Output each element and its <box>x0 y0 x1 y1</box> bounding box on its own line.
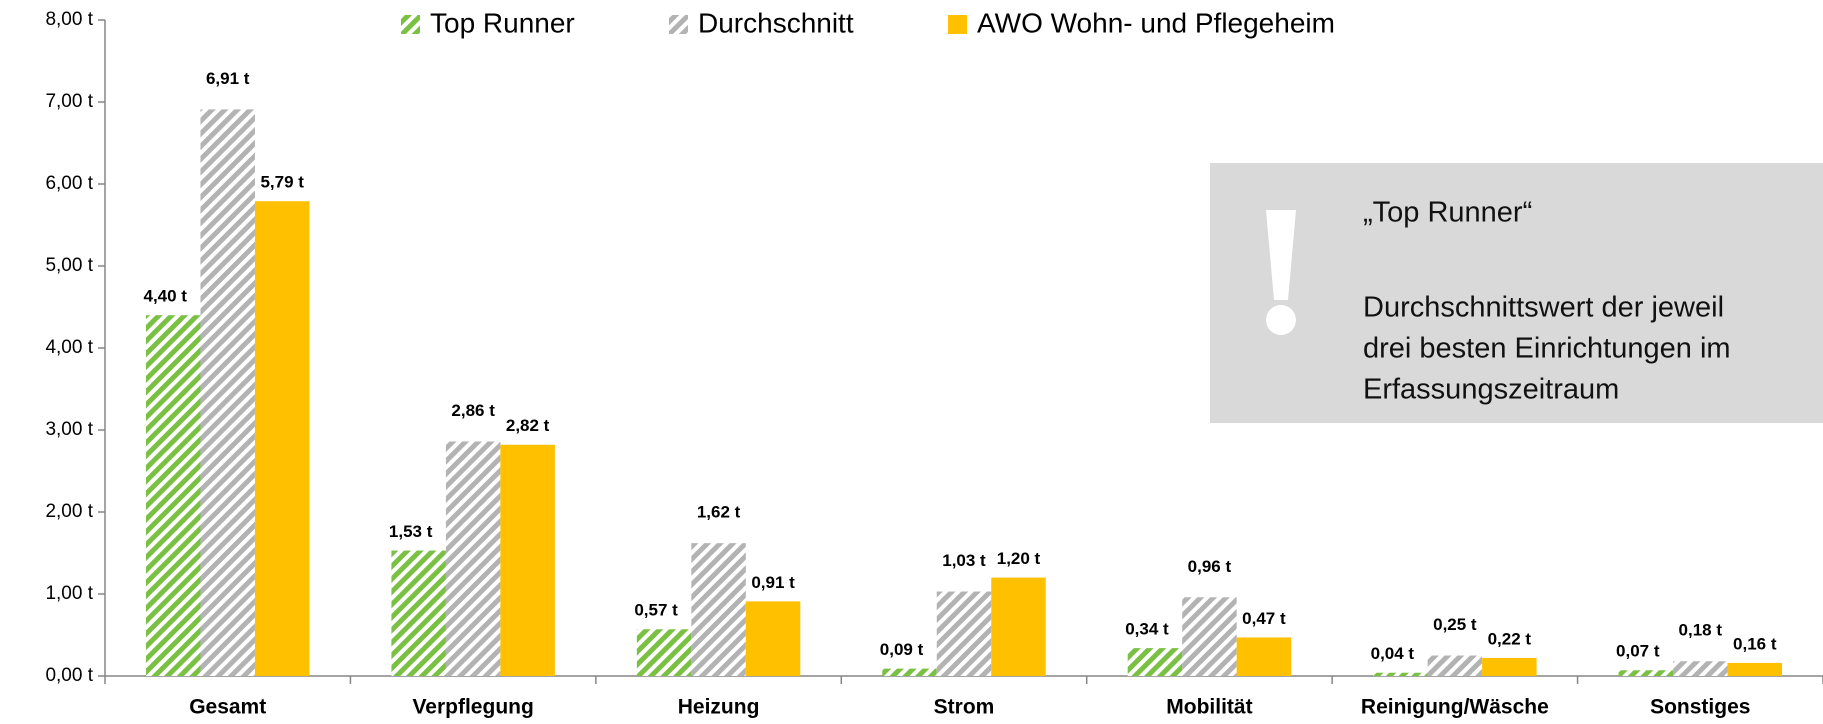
exclamation-icon <box>1266 210 1296 300</box>
bar <box>1182 597 1237 676</box>
value-label: 0,18 t <box>1679 621 1723 640</box>
y-tick-label: 7,00 t <box>45 91 93 112</box>
bar <box>991 577 1046 676</box>
legend-swatch <box>401 15 420 34</box>
value-label: 2,82 t <box>506 416 550 435</box>
value-label: 0,16 t <box>1733 634 1777 653</box>
value-label: 5,79 t <box>260 173 304 192</box>
x-tick-label: Reinigung/Wäsche <box>1361 696 1549 719</box>
bar <box>391 550 446 676</box>
y-tick-label: 6,00 t <box>45 173 93 194</box>
bar <box>1373 672 1428 676</box>
x-tick-label: Gesamt <box>189 696 266 719</box>
bar <box>1618 670 1674 676</box>
value-label: 0,91 t <box>751 573 795 592</box>
x-tick-label: Sonstiges <box>1650 696 1750 719</box>
bar <box>745 601 801 676</box>
value-label: 1,20 t <box>997 549 1041 568</box>
bar <box>1127 648 1183 676</box>
x-tick-label: Verpflegung <box>412 696 533 719</box>
x-tick-label: Strom <box>934 696 995 719</box>
callout: „Top Runner“ Durchschnittswert der jewei… <box>1210 163 1823 423</box>
value-label: 0,04 t <box>1371 644 1415 663</box>
y-tick-label: 2,00 t <box>45 501 93 522</box>
bar <box>936 591 992 676</box>
legend-swatch <box>948 15 967 34</box>
callout-line: drei besten Einrichtungen im <box>1363 333 1731 365</box>
bar <box>145 315 201 676</box>
value-label: 0,22 t <box>1488 629 1532 648</box>
y-tick-label: 3,00 t <box>45 419 93 440</box>
y-tick-label: 8,00 t <box>45 9 93 30</box>
value-label: 2,86 t <box>451 401 495 420</box>
x-tick-label: Heizung <box>678 696 760 719</box>
value-label: 4,40 t <box>143 287 187 306</box>
bar <box>445 441 501 676</box>
exclamation-dot <box>1266 305 1296 335</box>
bar <box>1427 655 1483 676</box>
bar <box>500 444 555 676</box>
value-label: 6,91 t <box>206 69 250 88</box>
value-label: 0,25 t <box>1433 615 1477 634</box>
callout-title: „Top Runner“ <box>1363 197 1532 229</box>
y-tick-label: 0,00 t <box>45 665 93 686</box>
bar <box>882 668 937 676</box>
legend-swatch <box>669 15 688 34</box>
value-label: 1,03 t <box>942 551 986 570</box>
value-label: 1,62 t <box>697 503 741 522</box>
callout-line: Erfassungszeitraum <box>1363 374 1619 406</box>
y-tick-label: 1,00 t <box>45 583 93 604</box>
bar <box>1236 637 1292 676</box>
value-label: 0,57 t <box>634 601 678 620</box>
bar <box>1482 657 1537 676</box>
bar <box>200 109 255 676</box>
value-label: 0,96 t <box>1188 557 1232 576</box>
legend-label: Top Runner <box>430 7 575 38</box>
bar <box>691 543 746 676</box>
bar <box>254 201 310 676</box>
value-label: 0,47 t <box>1242 609 1286 628</box>
y-tick-label: 5,00 t <box>45 255 93 276</box>
bar <box>1727 662 1783 676</box>
value-label: 0,07 t <box>1616 642 1660 661</box>
x-tick-label: Mobilität <box>1166 696 1252 719</box>
value-label: 0,09 t <box>880 640 924 659</box>
value-label: 1,53 t <box>389 522 433 541</box>
bar <box>1673 661 1728 676</box>
value-label: 0,34 t <box>1125 620 1169 639</box>
y-tick-label: 4,00 t <box>45 337 93 358</box>
callout-box <box>1210 163 1823 423</box>
bar <box>636 629 692 676</box>
legend-label: Durchschnitt <box>698 7 854 38</box>
legend-label: AWO Wohn- und Pflegeheim <box>977 7 1335 38</box>
callout-line: Durchschnittswert der jeweil <box>1363 292 1724 324</box>
